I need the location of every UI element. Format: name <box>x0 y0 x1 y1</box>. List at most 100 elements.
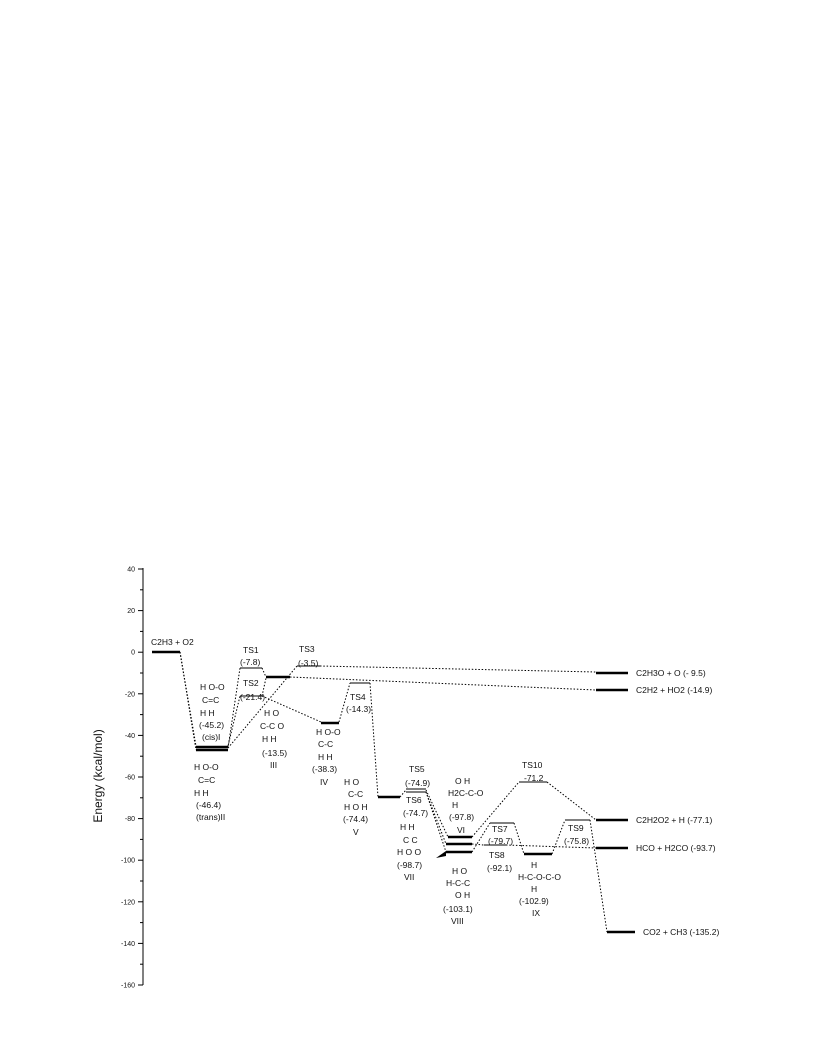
ts7-label: TS7 <box>492 824 508 834</box>
product-2: C2H2 + HO2 (-14.9) <box>636 685 712 695</box>
cis-energy: (-45.2) <box>199 720 224 730</box>
III-name: III <box>270 760 277 770</box>
conn-ts6-VIII <box>425 791 447 853</box>
conn-ts1-III <box>261 667 267 678</box>
y-tick-label: -80 <box>125 816 135 823</box>
ts9-energy: (-75.8) <box>564 836 589 846</box>
IX-structure-line1: H <box>531 860 537 870</box>
ts9-label: TS9 <box>568 823 584 833</box>
trans-structure-line1: H O-O <box>194 762 219 772</box>
V-name: V <box>353 827 359 837</box>
V-energy: (-74.4) <box>343 814 368 824</box>
product-1: C2H3O + O (- 9.5) <box>636 668 706 678</box>
conn-ts5-VI <box>425 789 449 838</box>
ts3-energy: (-3.5) <box>298 658 318 668</box>
ts8-label: TS8 <box>489 850 505 860</box>
trans-structure-line3: H H <box>194 788 209 798</box>
ts6-energy: (-74.7) <box>403 808 428 818</box>
y-tick-label: -160 <box>121 983 135 990</box>
ts6-label: TS6 <box>406 795 422 805</box>
III-structure-line2: C-C O <box>260 721 284 731</box>
IV-structure-line2: C-C <box>318 739 333 749</box>
conn-trans-ts3 <box>227 665 298 749</box>
VI-structure-line3: H <box>452 800 458 810</box>
VI-name: VI <box>457 825 465 835</box>
cis-structure-line3: H H <box>200 708 215 718</box>
V-structure-line3: H O H <box>344 802 368 812</box>
y-tick-label: -60 <box>125 775 135 782</box>
y-axis-title: Energy (kcal/mol) <box>91 729 105 822</box>
cis-structure-line1: H O-O <box>200 682 225 692</box>
y-tick-label: -140 <box>121 941 135 948</box>
y-tick-label: -40 <box>125 733 135 740</box>
y-tick-label: 40 <box>127 567 135 574</box>
y-tick-label: 0 <box>131 650 135 657</box>
VI-energy: (-97.8) <box>449 812 474 822</box>
labels: C2H3 + O2 TS1 (-7.8) TS2 (-21.4) TS3 (-3… <box>151 637 719 937</box>
ts7-energy: (-79.7) <box>488 836 513 846</box>
y-tick-label: -100 <box>121 858 135 865</box>
ts2-energy: (-21.4) <box>240 692 265 702</box>
conn-ts7-IX <box>513 822 525 855</box>
conn-trans-ts1 <box>227 667 241 749</box>
ts1-energy: (-7.8) <box>240 657 260 667</box>
reactant-label: C2H3 + O2 <box>151 637 194 647</box>
conn-ts9-p5 <box>589 819 608 933</box>
V-structure-line1: H O <box>344 777 360 787</box>
conn-cis-ts2 <box>227 695 241 747</box>
y-axis-ticks: 40 20 0 -20 -40 -60 -80 -100 -120 -140 -160 <box>121 567 143 990</box>
conn-III-p2 <box>289 676 597 691</box>
IV-structure-line3: H H <box>318 752 333 762</box>
ts5-label: TS5 <box>409 764 425 774</box>
III-structure-line3: H H <box>262 734 277 744</box>
y-tick-label: 20 <box>127 608 135 615</box>
y-tick-label: -20 <box>125 691 135 698</box>
III-structure-line1: H O <box>264 708 280 718</box>
ts4-energy: (-14.3) <box>346 704 371 714</box>
VII-structure-line3: H O O <box>397 847 421 857</box>
VI-structure-line1: O H <box>455 776 470 786</box>
connections <box>179 651 608 933</box>
VII-energy: (-98.7) <box>397 860 422 870</box>
trans-name: (trans)II <box>196 812 225 822</box>
levels <box>152 650 635 934</box>
VII-name: VII <box>404 872 414 882</box>
ts1-label: TS1 <box>243 645 259 655</box>
conn-VII-ts8 <box>471 843 485 846</box>
ts-levels <box>240 665 590 858</box>
VIII-structure-line1: H O <box>452 866 468 876</box>
conn-ts3-p1 <box>319 665 597 673</box>
IX-structure-line2: H-C-O-C-O <box>518 872 561 882</box>
conn-ts10-p3 <box>546 781 597 821</box>
product-5: CO2 + CH3 (-135.2) <box>643 927 719 937</box>
ts10-label: TS10 <box>522 760 543 770</box>
conn-ts6-VII <box>425 791 447 845</box>
ts4-label: TS4 <box>350 692 366 702</box>
IV-energy: (-38.3) <box>312 764 337 774</box>
conn-VIII-ts7 <box>471 822 491 853</box>
ts2-label: TS2 <box>243 678 259 688</box>
VIII-structure-line3: O H <box>455 890 470 900</box>
conn-VI-ts10 <box>471 781 520 838</box>
ts3-label: TS3 <box>299 644 315 654</box>
ts8-energy: (-92.1) <box>487 863 512 873</box>
VIII-energy: (-103.1) <box>443 904 473 914</box>
ts5-energy: (-74.9) <box>405 778 430 788</box>
V-structure-line2: C-C <box>348 789 363 799</box>
VII-structure-line1: H H <box>400 822 415 832</box>
conn-reactant-trans <box>179 651 197 747</box>
arrowhead <box>436 851 446 858</box>
VII-structure-line2: C C <box>403 835 418 845</box>
IV-structure-line1: H O-O <box>316 727 341 737</box>
cis-name: (cis)I <box>202 732 220 742</box>
ts10-energy: -71.2 <box>524 773 544 783</box>
y-tick-label: -120 <box>121 899 135 906</box>
cis-structure-line2: C=C <box>202 695 219 705</box>
conn-ts4-V <box>369 682 379 798</box>
VIII-name: VIII <box>451 916 464 926</box>
VIII-structure-line2: H-C-C <box>446 878 470 888</box>
III-energy: (-13.5) <box>262 748 287 758</box>
product-4: HCO + H2CO (-93.7) <box>636 843 716 853</box>
VI-structure-line2: H2C-C-O <box>448 788 484 798</box>
